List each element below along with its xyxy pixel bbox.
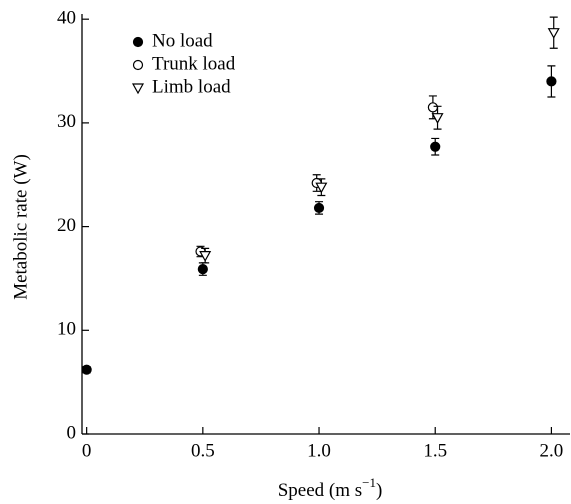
legend-marker xyxy=(132,59,144,71)
legend-marker xyxy=(131,83,145,95)
y-tick-label: 40 xyxy=(57,8,76,29)
x-tick-label: 0 xyxy=(82,440,92,461)
y-tick-label: 10 xyxy=(57,319,76,340)
point xyxy=(547,28,560,39)
point xyxy=(315,182,328,194)
x-axis-label-part: ) xyxy=(376,480,382,501)
x-tick-label: 0.5 xyxy=(191,440,215,461)
point xyxy=(199,251,212,262)
y-axis-label: Metabolic rate (W) xyxy=(10,154,31,300)
x-axis-label: Speed (m s−1) xyxy=(278,475,383,501)
x-tick-label: 1.5 xyxy=(423,440,447,461)
point xyxy=(81,364,92,375)
y-tick-label: 20 xyxy=(57,215,76,236)
x-axis-label-part: Speed (m s xyxy=(278,480,362,501)
legend-label: Trunk load xyxy=(152,53,236,74)
point xyxy=(427,102,438,113)
x-tick-label: 2.0 xyxy=(540,440,564,461)
legend-label: No load xyxy=(152,30,213,51)
point xyxy=(313,202,325,214)
y-tick-label: 0 xyxy=(67,422,77,443)
point xyxy=(430,141,441,152)
legend-marker xyxy=(132,36,144,48)
x-axis-label-part: −1 xyxy=(362,475,376,490)
point xyxy=(546,76,557,87)
legend-label: Limb load xyxy=(152,76,231,97)
point xyxy=(431,113,444,124)
point xyxy=(197,264,208,275)
x-tick-label: 1.0 xyxy=(307,440,331,461)
y-tick-label: 30 xyxy=(57,111,76,132)
